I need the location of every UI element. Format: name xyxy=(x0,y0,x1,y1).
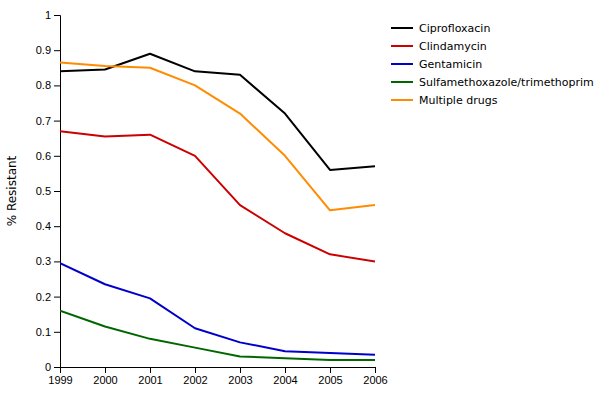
tick-label: 0.1 xyxy=(36,326,51,338)
tick-mark xyxy=(285,367,286,373)
y-tick: 0 xyxy=(45,361,60,373)
tick-label: 2000 xyxy=(93,374,117,386)
y-axis: 0 0.1 0.2 0.3 0.4 0.5 0.6 0.7 0.8 0.9 1 xyxy=(36,9,61,373)
x-tick: 2003 xyxy=(228,367,252,386)
tick-mark xyxy=(330,367,331,373)
tick-label: 2001 xyxy=(138,374,162,386)
tick-mark xyxy=(54,85,60,86)
chart: 1999200020012002200320042005200600.10.20… xyxy=(0,0,600,397)
tick-label: 0.7 xyxy=(36,115,51,127)
y-tick: 1 xyxy=(45,9,60,21)
series-line xyxy=(60,263,375,355)
legend-swatch xyxy=(391,81,413,83)
legend-label: Gentamicin xyxy=(419,58,482,71)
tick-mark xyxy=(195,367,196,373)
tick-mark xyxy=(54,50,60,51)
plot: 1999200020012002200320042005200600.10.20… xyxy=(36,9,388,386)
legend-item: Multiple drugs xyxy=(391,94,498,107)
series-line xyxy=(60,311,375,360)
legend-item: Clindamycin xyxy=(391,40,487,53)
tick-label: 1 xyxy=(45,9,51,21)
tick-label: 2004 xyxy=(273,374,297,386)
tick-mark xyxy=(105,367,106,373)
tick-label: 1999 xyxy=(48,374,72,386)
x-tick: 1999 xyxy=(48,367,72,386)
tick-mark xyxy=(54,191,60,192)
x-tick: 2005 xyxy=(318,367,342,386)
tick-label: 0 xyxy=(45,361,51,373)
tick-label: 2003 xyxy=(228,374,252,386)
tick-label: 0.4 xyxy=(36,220,51,232)
tick-label: 2006 xyxy=(363,374,387,386)
legend-swatch xyxy=(391,99,413,101)
legend-swatch xyxy=(391,63,413,65)
tick-mark xyxy=(375,367,376,373)
x-tick: 2004 xyxy=(273,367,297,386)
tick-mark xyxy=(54,261,60,262)
y-tick: 0.6 xyxy=(36,150,60,162)
x-tick: 2001 xyxy=(138,367,162,386)
tick-mark xyxy=(54,121,60,122)
tick-mark xyxy=(54,297,60,298)
tick-mark xyxy=(240,367,241,373)
series-line xyxy=(60,63,375,211)
y-tick: 0.3 xyxy=(36,255,60,267)
y-tick: 0.8 xyxy=(36,79,60,91)
tick-label: 2005 xyxy=(318,374,342,386)
tick-label: 0.6 xyxy=(36,150,51,162)
legend-swatch xyxy=(391,45,413,47)
tick-label: 0.2 xyxy=(36,291,51,303)
series-line xyxy=(60,54,375,170)
legend-item: Gentamicin xyxy=(391,58,482,71)
x-tick: 2000 xyxy=(93,367,117,386)
tick-mark xyxy=(54,332,60,333)
legend-label: Clindamycin xyxy=(419,40,487,53)
legend-label: Ciprofloxacin xyxy=(419,22,490,35)
axis-line xyxy=(61,368,376,374)
tick-label: 0.5 xyxy=(36,185,51,197)
y-tick: 0.2 xyxy=(36,291,60,303)
legend-label: Multiple drugs xyxy=(419,94,498,107)
x-tick: 2006 xyxy=(363,367,387,386)
series-line xyxy=(60,131,375,261)
legend-item: Ciprofloxacin xyxy=(391,22,490,35)
legend: Ciprofloxacin Clindamycin Gentamicin Sulfam… xyxy=(391,22,594,107)
legend-label: Sulfamethoxazole/trimethoprim xyxy=(419,76,594,89)
y-axis-title: % Resistant xyxy=(5,155,19,226)
axis-line xyxy=(54,16,61,368)
y-tick: 0.9 xyxy=(36,44,60,56)
x-axis: 1999 2000 2001 2002 2003 2004 2005 2006 xyxy=(48,367,387,386)
y-tick: 0.7 xyxy=(36,115,60,127)
tick-label: 2002 xyxy=(183,374,207,386)
y-tick: 0.1 xyxy=(36,326,60,338)
x-tick: 2002 xyxy=(183,367,207,386)
tick-label: 0.3 xyxy=(36,255,51,267)
tick-label: 0.9 xyxy=(36,44,51,56)
tick-mark xyxy=(54,15,60,16)
tick-mark xyxy=(54,367,60,368)
series-group xyxy=(60,54,375,360)
legend-swatch xyxy=(391,27,413,29)
y-tick: 0.4 xyxy=(36,220,60,232)
tick-mark xyxy=(150,367,151,373)
tick-label: 0.8 xyxy=(36,79,51,91)
tick-mark xyxy=(54,156,60,157)
legend-item: Sulfamethoxazole/trimethoprim xyxy=(391,76,594,89)
tick-mark xyxy=(54,226,60,227)
y-tick: 0.5 xyxy=(36,185,60,197)
